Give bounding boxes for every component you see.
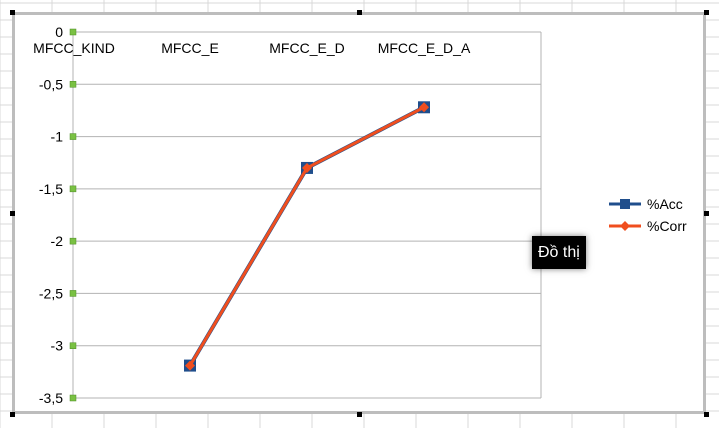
y-tick-label: -2,5 bbox=[39, 285, 63, 301]
resize-handle-middle-right[interactable] bbox=[704, 211, 709, 216]
resize-handle-top-right[interactable] bbox=[704, 10, 709, 15]
y-tick-marker bbox=[69, 185, 77, 193]
y-tick-marker bbox=[69, 394, 77, 402]
x-tick-label: MFCC_KIND bbox=[33, 40, 115, 56]
corr-data-point bbox=[185, 360, 195, 371]
y-tick-marker bbox=[69, 290, 77, 297]
resize-handle-top-left[interactable] bbox=[10, 10, 15, 15]
series-line-acc bbox=[188, 105, 425, 367]
resize-handle-bottom-middle[interactable] bbox=[357, 412, 362, 417]
resize-handle-middle-left[interactable] bbox=[10, 211, 15, 216]
y-tick-label: -2 bbox=[51, 233, 64, 249]
x-tick-labels: MFCC_KIND MFCC_E MFCC_E_D MFCC_E_D_A bbox=[33, 40, 471, 56]
series-line-corr bbox=[188, 105, 425, 367]
y-tick-label: 0 bbox=[55, 24, 63, 40]
resize-handle-bottom-right[interactable] bbox=[704, 412, 709, 417]
x-tick-label: MFCC_E bbox=[161, 40, 219, 56]
tooltip: Đồ thị bbox=[532, 236, 586, 269]
y-tick-marker bbox=[69, 237, 77, 245]
legend[interactable]: %Acc %Corr bbox=[609, 196, 687, 234]
y-tick-label: -0,5 bbox=[39, 76, 63, 92]
y-tick-labels: 0 -0,5 -1 -1,5 -2 -2,5 -3 -3,5 bbox=[39, 24, 77, 406]
y-tick-label: -1,5 bbox=[39, 181, 63, 197]
legend-corr-marker bbox=[620, 221, 630, 231]
corr-data-point bbox=[419, 102, 429, 113]
corr-data-point bbox=[302, 162, 312, 173]
x-tick-label: MFCC_E_D bbox=[269, 40, 344, 56]
legend-acc-marker bbox=[620, 199, 630, 209]
chart-frame[interactable] bbox=[12, 12, 706, 414]
y-tick-marker bbox=[69, 81, 77, 88]
y-tick-label: -3,5 bbox=[39, 390, 63, 406]
y-tick-label: -1 bbox=[51, 129, 64, 145]
x-tick-label: MFCC_E_D_A bbox=[378, 40, 471, 56]
resize-handle-top-middle[interactable] bbox=[357, 10, 362, 15]
axes bbox=[72, 32, 542, 398]
legend-acc-label: %Acc bbox=[647, 196, 683, 212]
legend-corr-label: %Corr bbox=[647, 218, 687, 234]
series bbox=[184, 101, 430, 372]
y-tick-marker bbox=[69, 28, 77, 36]
y-tick-label: -3 bbox=[51, 338, 64, 354]
y-tick-marker bbox=[69, 342, 77, 349]
y-tick-marker bbox=[69, 133, 77, 140]
resize-handle-bottom-left[interactable] bbox=[10, 412, 15, 417]
gridlines bbox=[73, 31, 541, 399]
